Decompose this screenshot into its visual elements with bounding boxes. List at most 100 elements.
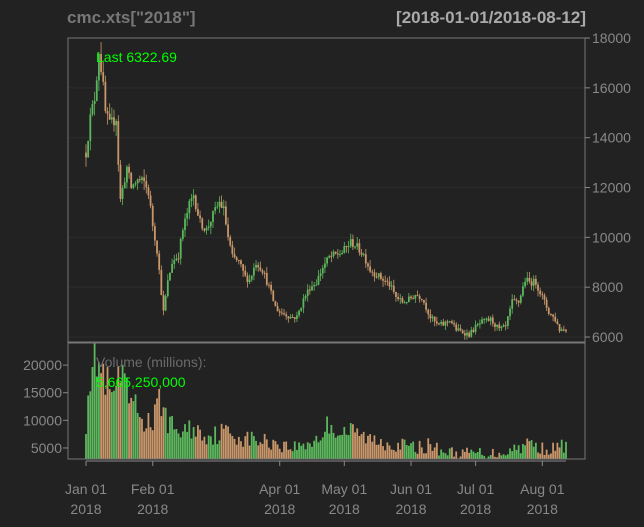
- volume-bar: [554, 450, 557, 459]
- volume-bar: [270, 449, 273, 459]
- x-tick-label: Jan 01: [65, 481, 107, 497]
- volume-bar: [416, 453, 419, 459]
- price-candle: [487, 318, 490, 321]
- price-candle: [298, 310, 300, 316]
- price-candle: [169, 272, 171, 281]
- volume-bar: [562, 452, 565, 459]
- volume-bar: [420, 447, 423, 459]
- volume-bar: [519, 453, 522, 459]
- price-candle: [227, 224, 229, 238]
- volume-bar: [438, 455, 440, 459]
- price-candle: [500, 326, 503, 329]
- volume-bar: [119, 382, 122, 459]
- price-candle: [457, 328, 460, 331]
- price-candle: [481, 319, 483, 324]
- price-candle: [440, 321, 443, 324]
- volume-bar: [218, 440, 221, 459]
- x-tick-year: 2018: [137, 501, 168, 517]
- price-ytick-label: 10000: [592, 229, 631, 245]
- volume-bar: [214, 426, 217, 459]
- price-candle: [375, 276, 378, 278]
- volume-bar: [506, 454, 509, 459]
- volume-bar: [257, 445, 260, 459]
- volume-bar: [128, 403, 130, 459]
- volume-bar: [201, 440, 204, 459]
- volume-ytick-label: 5000: [31, 440, 62, 456]
- price-candle: [149, 195, 152, 206]
- price-candle: [246, 275, 249, 283]
- x-tick-year: 2018: [70, 501, 101, 517]
- volume-bar: [526, 438, 529, 459]
- volume-last-value: 5,665,250,000: [96, 374, 186, 390]
- price-panel-border: [67, 37, 586, 343]
- volume-bar: [386, 442, 389, 459]
- price-candle: [395, 292, 397, 297]
- volume-bar: [358, 435, 361, 459]
- price-candle: [446, 321, 449, 323]
- price-candle: [218, 201, 221, 207]
- price-candle: [560, 329, 563, 332]
- price-candle: [392, 285, 395, 293]
- volume-bar: [190, 438, 193, 459]
- price-candle: [190, 198, 193, 201]
- volume-bar: [169, 416, 171, 459]
- price-candle: [358, 243, 361, 253]
- volume-bar: [414, 451, 417, 459]
- price-candle: [410, 296, 412, 299]
- volume-bar: [377, 444, 380, 459]
- price-candle: [494, 323, 496, 327]
- volume-bar: [123, 373, 126, 459]
- price-candle: [321, 267, 324, 274]
- volume-bar: [317, 442, 320, 459]
- volume-bar: [147, 412, 150, 459]
- volume-bar: [494, 456, 496, 459]
- volume-bar: [125, 377, 128, 459]
- volume-bar: [552, 442, 554, 459]
- price-candle: [371, 271, 374, 273]
- price-candle: [263, 272, 266, 274]
- price-candle: [526, 277, 529, 282]
- price-candle: [145, 181, 148, 188]
- price-candle: [397, 296, 400, 300]
- price-candle: [472, 329, 475, 332]
- price-candle: [550, 313, 552, 315]
- price-candle: [364, 254, 367, 264]
- volume-bar: [95, 376, 98, 459]
- volume-bar: [287, 449, 290, 459]
- price-candle: [311, 286, 313, 291]
- volume-bar: [326, 416, 328, 459]
- price-candle: [399, 298, 402, 300]
- price-candle: [188, 200, 191, 214]
- volume-bar: [311, 446, 313, 459]
- price-candle: [435, 321, 438, 324]
- volume-bar: [98, 362, 100, 459]
- price-candle: [317, 275, 320, 285]
- volume-bar: [476, 451, 479, 459]
- volume-bar: [265, 439, 268, 459]
- volume-bar: [225, 425, 227, 459]
- volume-bar: [479, 448, 481, 459]
- volume-bar: [89, 391, 92, 459]
- price-candle: [519, 295, 522, 303]
- volume-bar: [352, 424, 354, 459]
- price-candle: [427, 309, 430, 315]
- volume-bar: [395, 451, 397, 459]
- price-candle: [474, 324, 477, 332]
- price-candle: [433, 316, 436, 322]
- volume-bar: [550, 453, 552, 459]
- price-candle: [476, 324, 479, 326]
- price-candle: [184, 218, 186, 231]
- volume-bar: [341, 434, 344, 459]
- price-candle: [98, 54, 100, 81]
- x-tick-year: 2018: [329, 501, 360, 517]
- price-candle: [216, 206, 219, 208]
- volume-bar: [181, 431, 184, 459]
- volume-bar: [321, 437, 324, 459]
- price-candle: [276, 306, 279, 312]
- price-candle: [134, 183, 137, 185]
- price-candle: [87, 140, 90, 158]
- price-candle: [382, 278, 384, 281]
- price-candle: [513, 299, 516, 301]
- volume-bar: [162, 407, 165, 459]
- volume-bar: [537, 452, 539, 459]
